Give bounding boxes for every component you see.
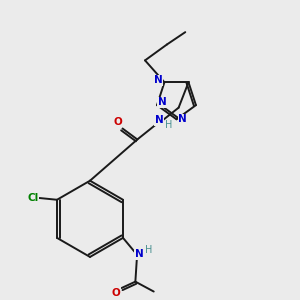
Text: O: O (113, 118, 122, 128)
Text: H: H (145, 245, 152, 255)
Text: N: N (154, 76, 163, 85)
Text: N: N (155, 116, 164, 125)
Text: H: H (165, 120, 173, 130)
Text: O: O (112, 288, 121, 298)
Text: N: N (158, 97, 167, 107)
Text: Cl: Cl (27, 193, 39, 203)
Text: N: N (134, 249, 143, 259)
Text: N: N (178, 114, 187, 124)
